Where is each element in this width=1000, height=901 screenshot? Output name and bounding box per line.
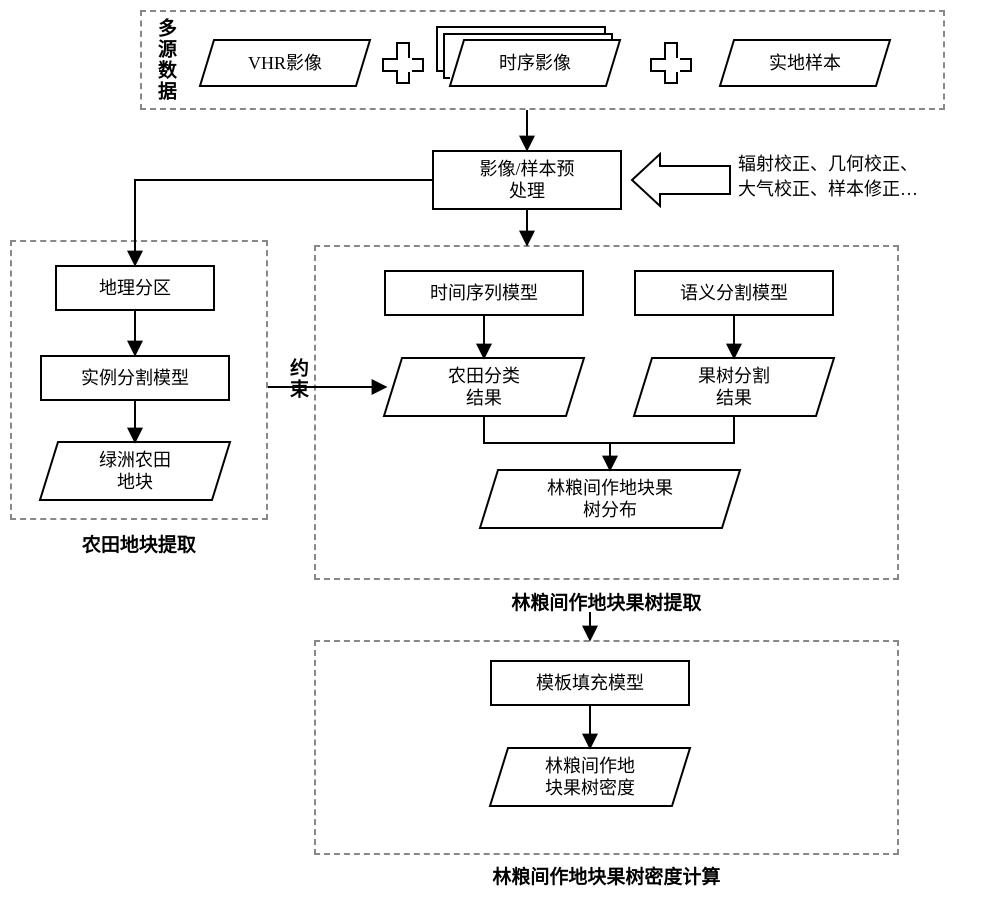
- node-geo-label: 地理分区: [99, 277, 171, 300]
- node-inter-dist: 林粮间作地块果 树分布: [480, 470, 740, 528]
- plus-icon: [650, 42, 696, 88]
- node-timeseries: 时序影像: [450, 40, 620, 86]
- node-geo: 地理分区: [55, 265, 215, 311]
- plus-icon: [382, 42, 428, 88]
- node-preproc-label: 影像/样本预 处理: [479, 158, 574, 203]
- node-vhr: VHR影像: [200, 40, 370, 86]
- group-sources-title: 多源数据: [152, 18, 179, 102]
- node-inter-dist-label: 林粮间作地块果 树分布: [529, 477, 691, 522]
- group-parcels-title: 农田地块提取: [10, 530, 268, 557]
- node-tpl-model-label: 模板填充模型: [536, 672, 644, 695]
- preproc-side-text: 辐射校正、几何校正、 大气校正、样本修正…: [738, 152, 998, 202]
- node-oasis-label: 绿洲农田 地块: [81, 449, 189, 494]
- flowchart-canvas: 多源数据 VHR影像 时序影像 实地样本 影像/样本预 处理 辐射校正、几何校正…: [0, 0, 1000, 901]
- node-tree-seg-label: 果树分割 结果: [680, 365, 788, 410]
- node-preproc: 影像/样本预 处理: [432, 150, 622, 210]
- node-samples-label: 实地样本: [751, 52, 859, 75]
- node-oasis: 绿洲农田 地块: [40, 442, 230, 500]
- group-density-title: 林粮间作地块果树密度计算: [314, 862, 899, 889]
- node-samples: 实地样本: [720, 40, 890, 86]
- node-inst-seg-label: 实例分割模型: [81, 367, 189, 390]
- node-density-label: 林粮间作地 块果树密度: [527, 755, 653, 800]
- node-tpl-model: 模板填充模型: [490, 660, 690, 706]
- group-intercrop-title: 林粮间作地块果树提取: [314, 588, 899, 615]
- node-vhr-label: VHR影像: [230, 52, 340, 75]
- node-tree-seg: 果树分割 结果: [634, 358, 834, 416]
- node-timeseries-label: 时序影像: [481, 52, 589, 75]
- node-farm-cls: 农田分类 结果: [384, 358, 584, 416]
- edge-constraint-label: 约束: [284, 358, 311, 400]
- node-ts-model-label: 时间序列模型: [430, 282, 538, 305]
- node-density: 林粮间作地 块果树密度: [490, 748, 690, 806]
- node-sem-model-label: 语义分割模型: [680, 282, 788, 305]
- node-inst-seg: 实例分割模型: [40, 355, 230, 401]
- node-sem-model: 语义分割模型: [634, 270, 834, 316]
- node-ts-model: 时间序列模型: [384, 270, 584, 316]
- node-farm-cls-label: 农田分类 结果: [430, 365, 538, 410]
